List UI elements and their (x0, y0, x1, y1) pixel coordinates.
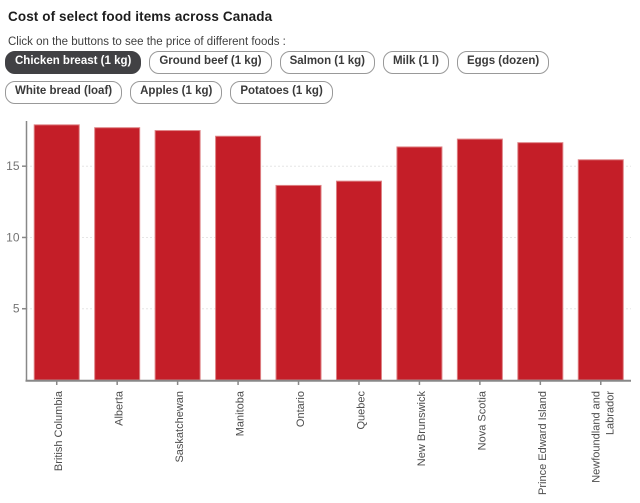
x-label-ontario: Ontario (295, 391, 307, 427)
bar-saskatchewan (154, 130, 201, 381)
bar-manitoba (215, 135, 262, 381)
food-button-milk-1-l[interactable]: Milk (1 l) (382, 51, 449, 74)
food-button-salmon-1-kg[interactable]: Salmon (1 kg) (279, 51, 375, 74)
food-button-white-bread-loaf[interactable]: White bread (loaf) (5, 80, 123, 104)
food-button-eggs-dozen[interactable]: Eggs (dozen) (456, 51, 550, 74)
food-button-potatoes-1-kg[interactable]: Potatoes (1 kg) (230, 80, 333, 104)
food-button-apples-1-kg[interactable]: Apples (1 kg) (130, 80, 223, 104)
bar-ontario (275, 184, 322, 381)
y-tick-label-10: 10 (6, 230, 20, 244)
bar-newfoundland-and-labrador (577, 159, 624, 381)
x-label-manitoba: Manitoba (235, 390, 247, 436)
bar-alberta (94, 127, 141, 381)
x-label-prince-edward-island: Prince Edward Island (537, 391, 549, 495)
food-button-chicken-breast-1-kg[interactable]: Chicken breast (1 kg) (5, 51, 142, 74)
x-label-nova-scotia: Nova Scotia (476, 390, 488, 450)
x-label-saskatchewan: Saskatchewan (174, 391, 186, 463)
x-label-british-columbia: British Columbia (53, 390, 65, 471)
x-label-quebec: Quebec (355, 391, 367, 430)
y-tick-label-5: 5 (13, 302, 20, 316)
bar-quebec (335, 180, 382, 381)
bar-chart: 5 10 15 British Columbia Alberta Saskatchewan… (0, 110, 640, 498)
bar-prince-edward-island (517, 142, 564, 381)
bar-nova-scotia (456, 138, 503, 381)
bar-chart-svg: 5 10 15 British Columbia Alberta Saskatchewan… (6, 121, 631, 495)
y-tick-label-15: 15 (6, 159, 20, 173)
page-title: Cost of select food items across Canada (8, 9, 273, 24)
page-subtitle: Click on the buttons to see the price of… (8, 36, 286, 48)
bar-british-columbia (33, 124, 80, 381)
x-label-alberta: Alberta (114, 390, 126, 426)
x-label-newfoundland-and-labrador: Newfoundland and Labrador (590, 391, 616, 483)
x-label-new-brunswick: New Brunswick (416, 391, 428, 467)
food-button-ground-beef-1-kg[interactable]: Ground beef (1 kg) (149, 51, 272, 74)
food-button-bar: Chicken breast (1 kg) Ground beef (1 kg) S… (5, 51, 639, 104)
bar-new-brunswick (396, 146, 443, 381)
